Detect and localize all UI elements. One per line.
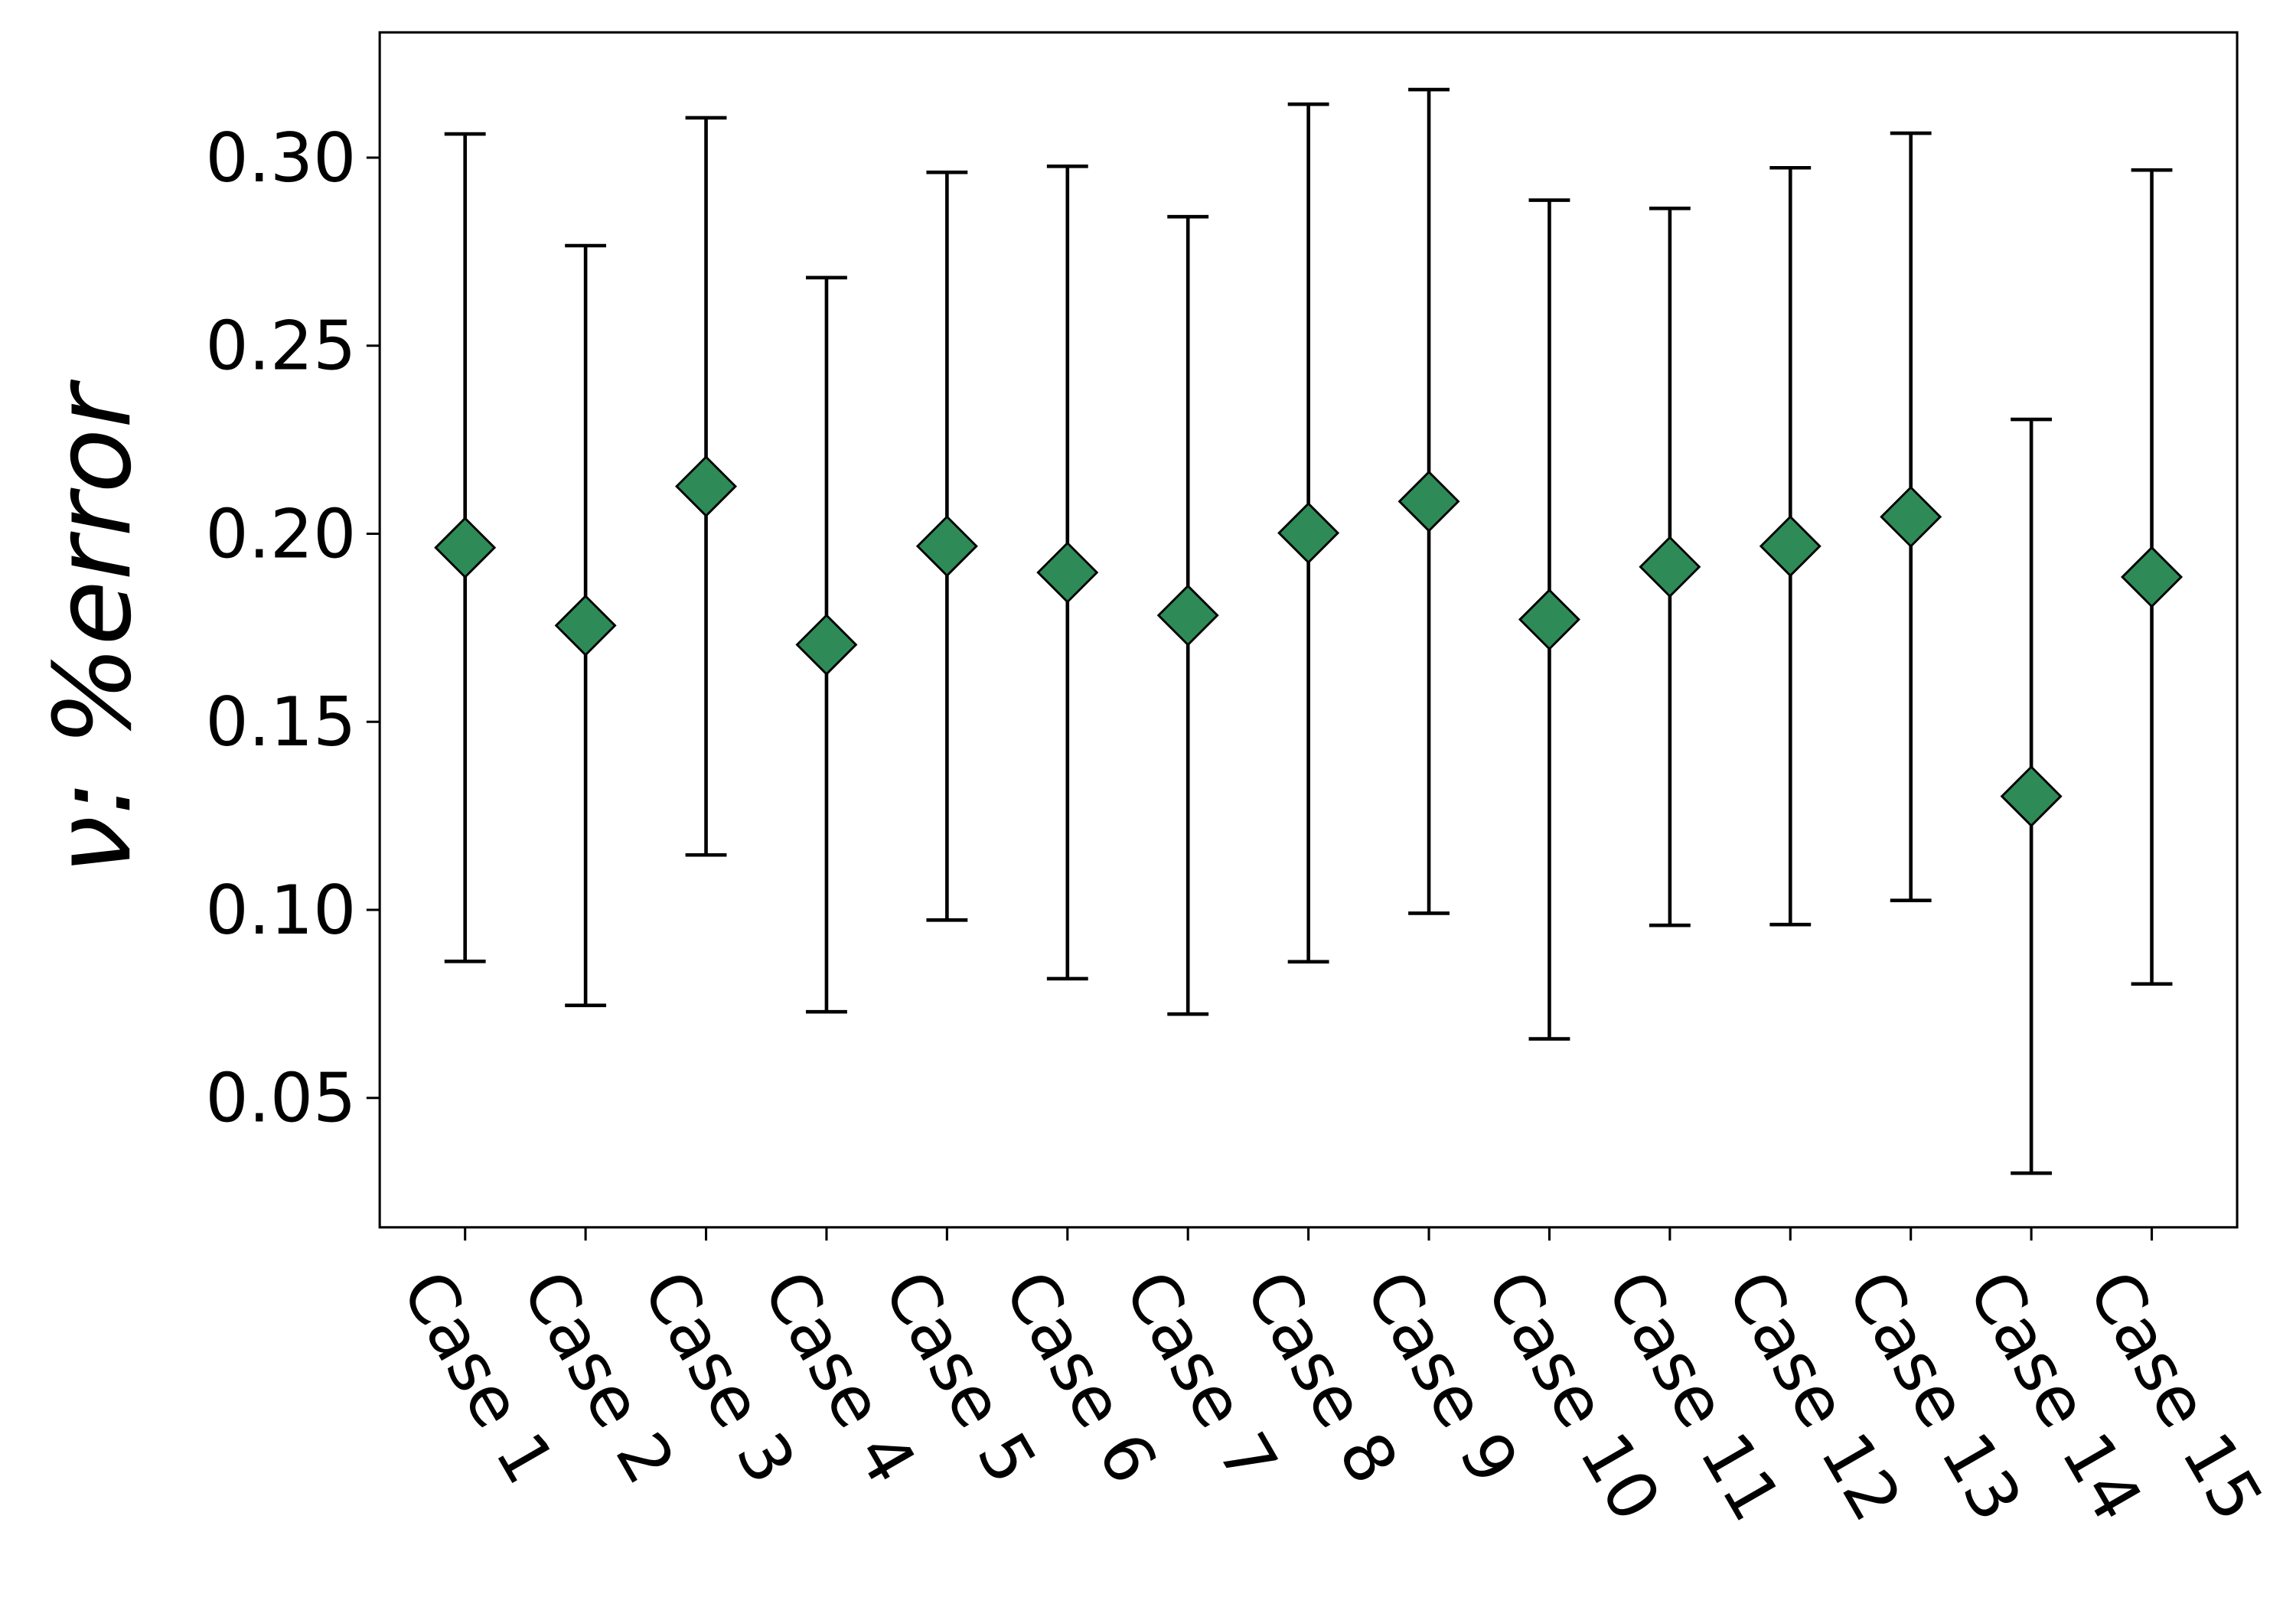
marker <box>434 517 497 579</box>
y-tick-label: 0.25 <box>205 307 356 386</box>
marker <box>915 515 978 578</box>
marker <box>675 455 738 518</box>
y-tick-label: 0.15 <box>205 683 356 761</box>
marker <box>795 613 858 676</box>
marker <box>2121 546 2183 608</box>
y-axis-label: ν: %error <box>31 379 155 875</box>
marker <box>2000 765 2063 828</box>
marker <box>1277 502 1340 565</box>
y-tick-label: 0.20 <box>205 494 356 573</box>
y-tick-label: 0.30 <box>205 119 356 197</box>
marker <box>1397 470 1460 533</box>
marker <box>1759 515 1821 578</box>
marker <box>1518 588 1580 651</box>
marker <box>1880 485 1942 548</box>
marker <box>1156 584 1219 647</box>
y-tick-label: 0.10 <box>205 871 356 950</box>
marker <box>554 594 617 657</box>
marker <box>1639 536 1701 598</box>
y-tick-label: 0.05 <box>205 1059 356 1138</box>
marker <box>1036 541 1099 604</box>
